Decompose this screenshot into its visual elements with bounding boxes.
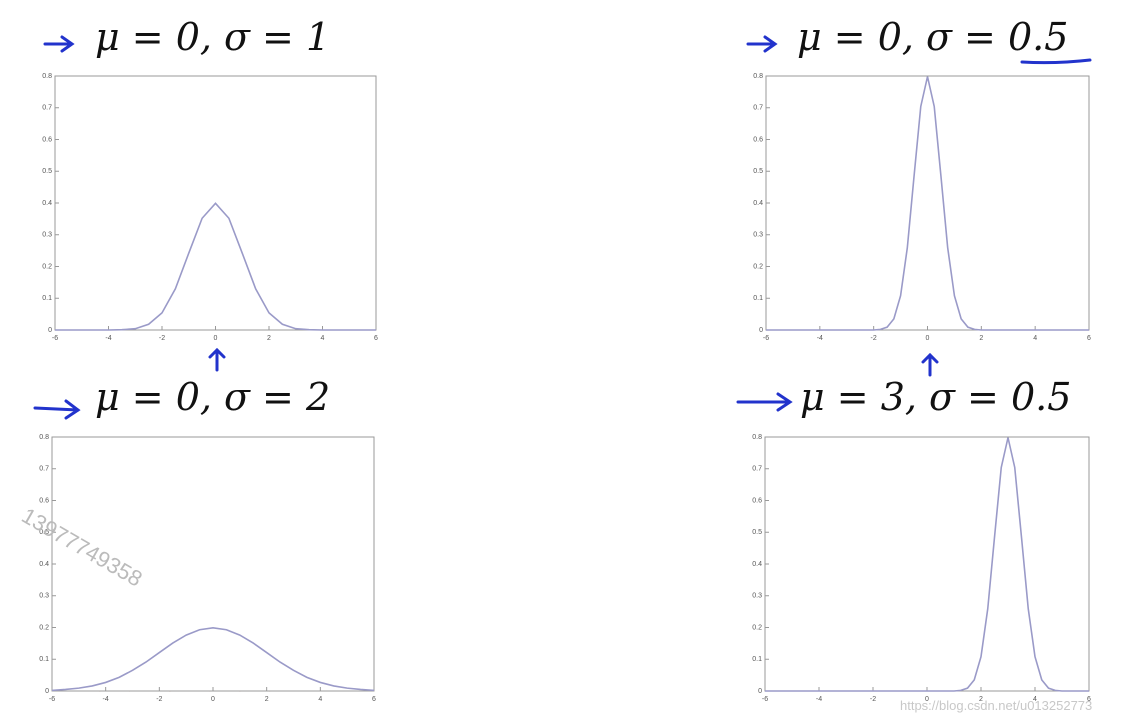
y-tick-label: 0.8 [752,434,762,441]
chart-title: μ = 3, σ = 0.5 [800,375,1071,419]
y-tick-label: 0.5 [39,529,49,536]
y-tick-label: 0.2 [42,263,52,270]
y-tick-label: 0.2 [752,624,762,631]
x-tick-label: -2 [871,335,877,342]
y-tick-label: 0.3 [753,232,763,239]
plot-frame [765,75,1090,331]
x-tick-label: 2 [267,335,271,342]
x-tick-label: 0 [926,335,930,342]
x-tick-label: -2 [870,696,876,703]
y-tick-label: 0.3 [42,232,52,239]
x-tick-label: 4 [318,696,322,703]
chart-title: μ = 0, σ = 1 [95,15,330,59]
y-tick-label: 0.7 [42,105,52,112]
x-tick-label: 6 [1087,696,1091,703]
x-tick-label: 6 [372,696,376,703]
chart-title: μ = 0, σ = 2 [95,375,330,419]
x-tick-label: -4 [103,696,109,703]
x-tick-label: 6 [374,335,378,342]
arrow [736,392,793,412]
chart-title: μ = 0, σ = 0.5 [797,15,1068,59]
x-tick-label: -4 [105,335,111,342]
y-tick-label: 0.5 [42,168,52,175]
y-tick-label: 0.2 [753,263,763,270]
y-tick-label: 0.1 [42,295,52,302]
line [766,76,1089,331]
x-tick-label: -6 [52,335,58,342]
y-tick-label: 0.5 [753,168,763,175]
line [55,202,376,331]
arrow [43,35,75,53]
x-tick-label: -6 [49,696,55,703]
y-tick-label: 0.8 [753,73,763,80]
y-tick-label: 0.6 [39,497,49,504]
y-tick-label: 0.7 [752,466,762,473]
arrow [33,399,81,420]
y-tick-label: 0.6 [42,136,52,143]
y-tick-label: 0.8 [39,434,49,441]
arrow [921,352,939,377]
y-tick-label: 0.4 [42,200,52,207]
y-tick-label: 0.3 [39,593,49,600]
x-tick-label: -6 [763,335,769,342]
line [51,627,375,692]
x-tick-label: 2 [979,696,983,703]
y-tick-label: 0 [48,327,52,334]
y-tick-label: 0.6 [752,497,762,504]
y-tick-label: 0.6 [753,136,763,143]
y-tick-label: 0.1 [39,656,49,663]
y-tick-label: 0.2 [39,624,49,631]
x-tick-label: -2 [156,696,162,703]
x-tick-label: 6 [1087,335,1091,342]
underline [1020,58,1092,65]
y-tick-label: 0.8 [42,73,52,80]
y-tick-label: 0.7 [39,466,49,473]
plot-frame [51,436,375,692]
x-tick-label: 2 [979,335,983,342]
watermark: https://blog.csdn.net/u013252773 [900,698,1092,713]
y-tick-label: 0 [45,688,49,695]
line [765,437,1089,692]
arrow [746,35,778,53]
y-tick-label: 0.4 [752,561,762,568]
x-tick-label: -6 [762,696,768,703]
x-tick-label: 0 [211,696,215,703]
x-tick-label: 0 [925,696,929,703]
x-tick-label: 4 [1033,696,1037,703]
y-tick-label: 0.1 [752,656,762,663]
x-tick-label: 4 [321,335,325,342]
y-tick-label: 0.5 [752,529,762,536]
x-tick-label: 2 [265,696,269,703]
y-tick-label: 0 [759,327,763,334]
arrow [208,347,226,372]
x-tick-label: 0 [214,335,218,342]
x-tick-label: -4 [816,696,822,703]
y-tick-label: 0.4 [39,561,49,568]
charts: μ = 0, σ = 1 0 0.1 0.2 0.3 0.4 0.5 0.6 0.7 0.8 -6 -… [39,15,1091,703]
y-tick-label: 0.3 [752,593,762,600]
x-tick-label: -2 [159,335,165,342]
y-tick-label: 0.4 [753,200,763,207]
x-tick-label: -4 [817,335,823,342]
y-tick-label: 0 [758,688,762,695]
y-tick-label: 0.7 [753,105,763,112]
plot-frame [764,436,1090,692]
y-tick-label: 0.1 [753,295,763,302]
x-tick-label: 4 [1033,335,1037,342]
